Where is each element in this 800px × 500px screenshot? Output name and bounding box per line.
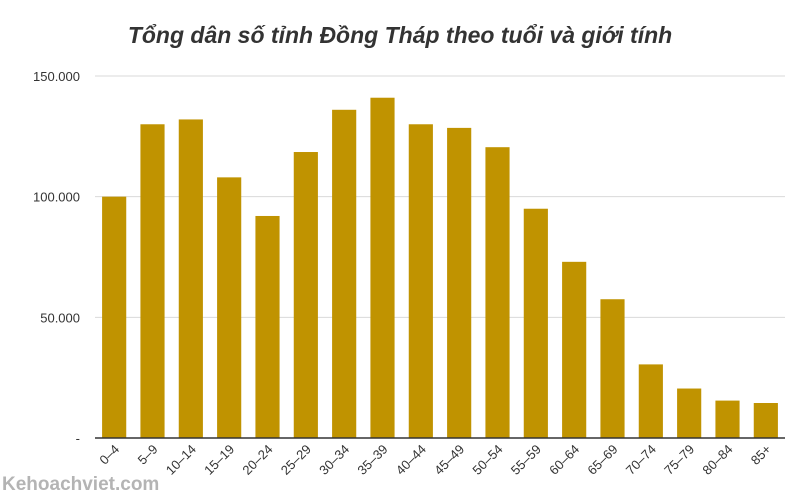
bars xyxy=(102,97,778,439)
bar-65–69 xyxy=(600,299,625,438)
x-tick-label: 75–79 xyxy=(661,442,697,478)
bar-30–34 xyxy=(332,109,357,438)
x-tick-label: 60–64 xyxy=(546,442,582,478)
gridlines xyxy=(95,75,785,318)
bar-80–84 xyxy=(715,400,740,438)
x-tick-label: 0–4 xyxy=(96,442,122,468)
y-axis-ticks: - 50.000 100.000 150.000 xyxy=(33,69,80,446)
bar-40–44 xyxy=(408,124,433,439)
bar-50–54 xyxy=(485,147,510,438)
bar-25–29 xyxy=(293,152,318,438)
bar-0–4 xyxy=(102,196,127,438)
x-tick-label: 80–84 xyxy=(699,442,735,478)
x-tick-label: 20–24 xyxy=(239,442,275,478)
x-tick-label: 30–34 xyxy=(316,442,352,478)
x-tick-label: 50–54 xyxy=(469,442,505,478)
x-tick-label: 25–29 xyxy=(278,442,314,478)
x-tick-label: 70–74 xyxy=(623,442,659,478)
bar-85+ xyxy=(753,403,778,438)
x-axis-ticks: 0–4 5–9 10–14 15–19 20–24 25–29 30–34 35–39 40–4… xyxy=(96,442,774,478)
y-tick-label: 100.000 xyxy=(33,190,80,205)
bar-55–59 xyxy=(523,208,548,438)
bar-70–74 xyxy=(638,364,663,438)
bar-45–49 xyxy=(447,127,472,439)
chart-title: Tổng dân số tỉnh Đồng Tháp theo tuổi và … xyxy=(127,22,673,48)
x-tick-label: 15–19 xyxy=(201,442,237,478)
y-tick-label: - xyxy=(76,431,80,446)
x-tick-label: 40–44 xyxy=(393,442,429,478)
x-tick-label: 55–59 xyxy=(508,442,544,478)
x-tick-label: 5–9 xyxy=(135,442,161,468)
bar-20–24 xyxy=(255,215,280,438)
x-tick-label: 45–49 xyxy=(431,442,467,478)
x-tick-label: 10–14 xyxy=(163,442,199,478)
x-tick-label: 65–69 xyxy=(584,442,620,478)
bar-10–14 xyxy=(178,119,203,438)
x-tick-label: 85+ xyxy=(748,442,774,468)
y-tick-label: 50.000 xyxy=(40,310,80,325)
bar-15–19 xyxy=(217,177,242,439)
x-tick-label: 35–39 xyxy=(354,442,390,478)
bar-5–9 xyxy=(140,124,165,439)
bar-75–79 xyxy=(677,388,702,438)
watermark-logo: Kehoachviet.com xyxy=(2,474,160,495)
bar-60–64 xyxy=(562,261,587,438)
y-tick-label: 150.000 xyxy=(33,69,80,84)
bar-35–39 xyxy=(370,97,395,438)
